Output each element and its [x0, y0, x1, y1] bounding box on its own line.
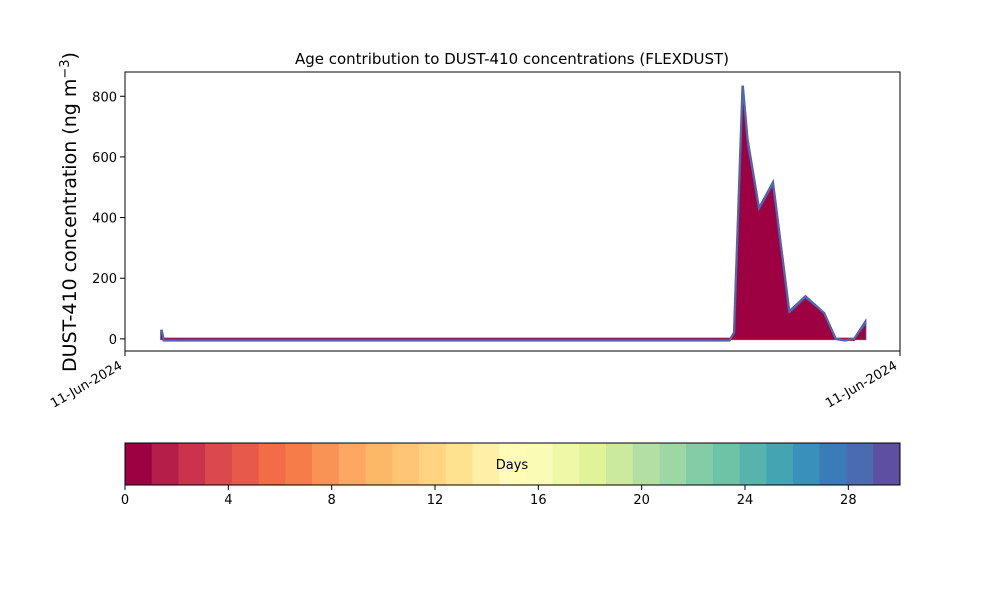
- colorbar-tick-label: 28: [840, 493, 857, 508]
- colorbar-segment: [686, 443, 714, 485]
- colorbar-segment: [525, 443, 554, 485]
- series-area: [160, 102, 866, 341]
- colorbar-segment: [205, 443, 233, 485]
- colorbar-segment: [793, 443, 821, 485]
- colorbar-segment: [151, 443, 179, 485]
- colorbar-segment: [579, 443, 607, 485]
- colorbar-tick-label: 8: [328, 493, 336, 508]
- colorbar-segment: [445, 443, 473, 485]
- colorbar-label: Days: [496, 458, 529, 473]
- y-tick-label: 800: [92, 90, 117, 105]
- colorbar-segment: [392, 443, 420, 485]
- y-tick-label: 200: [92, 272, 117, 287]
- series-line: [160, 85, 866, 342]
- colorbar-segment: [846, 443, 874, 485]
- plot-frame: [124, 71, 901, 352]
- x-axis-ticks: 11-Jun-2024 11-Jun-2024: [48, 351, 901, 411]
- colorbar-segment: [285, 443, 313, 485]
- colorbar-segment: [125, 443, 153, 485]
- colorbar-segment: [418, 443, 447, 485]
- chart-title: Age contribution to DUST-410 concentrati…: [295, 50, 729, 68]
- colorbar-segment: [312, 443, 340, 485]
- colorbar-tick-label: 20: [633, 493, 650, 508]
- x-tick-label: 11-Jun-2024: [823, 358, 900, 411]
- y-axis-ticks: 0 200 400 600 800: [92, 90, 125, 348]
- colorbar-segment: [365, 443, 393, 485]
- colorbar-segment: [552, 443, 580, 485]
- colorbar-tick-label: 12: [427, 493, 444, 508]
- colorbar-segment: [178, 443, 206, 485]
- colorbar-segment: [258, 443, 286, 485]
- colorbar-segment: [712, 443, 741, 485]
- colorbar-segment: [659, 443, 687, 485]
- colorbar: [125, 443, 901, 485]
- colorbar-segment: [231, 443, 260, 485]
- colorbar-frame: [124, 442, 901, 486]
- y-tick-label: 400: [92, 212, 117, 227]
- colorbar-segment: [606, 443, 634, 485]
- y-axis-label: DUST-410 concentration (ng m−3): [58, 52, 81, 372]
- series-areas: [160, 85, 867, 342]
- y-tick-label: 600: [92, 151, 117, 166]
- colorbar-tick-label: 0: [121, 493, 129, 508]
- colorbar-tick-label: 4: [224, 493, 232, 508]
- colorbar-segment: [338, 443, 367, 485]
- colorbar-segment: [499, 443, 527, 485]
- colorbar-segment: [873, 443, 901, 485]
- colorbar-segment: [819, 443, 848, 485]
- colorbar-segment: [472, 443, 500, 485]
- colorbar-tick-label: 16: [530, 493, 547, 508]
- y-tick-label: 0: [109, 333, 117, 348]
- colorbar-segment: [766, 443, 794, 485]
- colorbar-ticks: 0 4 8 12 16 20 24 28: [121, 485, 857, 508]
- colorbar-segment: [632, 443, 660, 485]
- colorbar-tick-label: 24: [737, 493, 754, 508]
- colorbar-segment: [739, 443, 767, 485]
